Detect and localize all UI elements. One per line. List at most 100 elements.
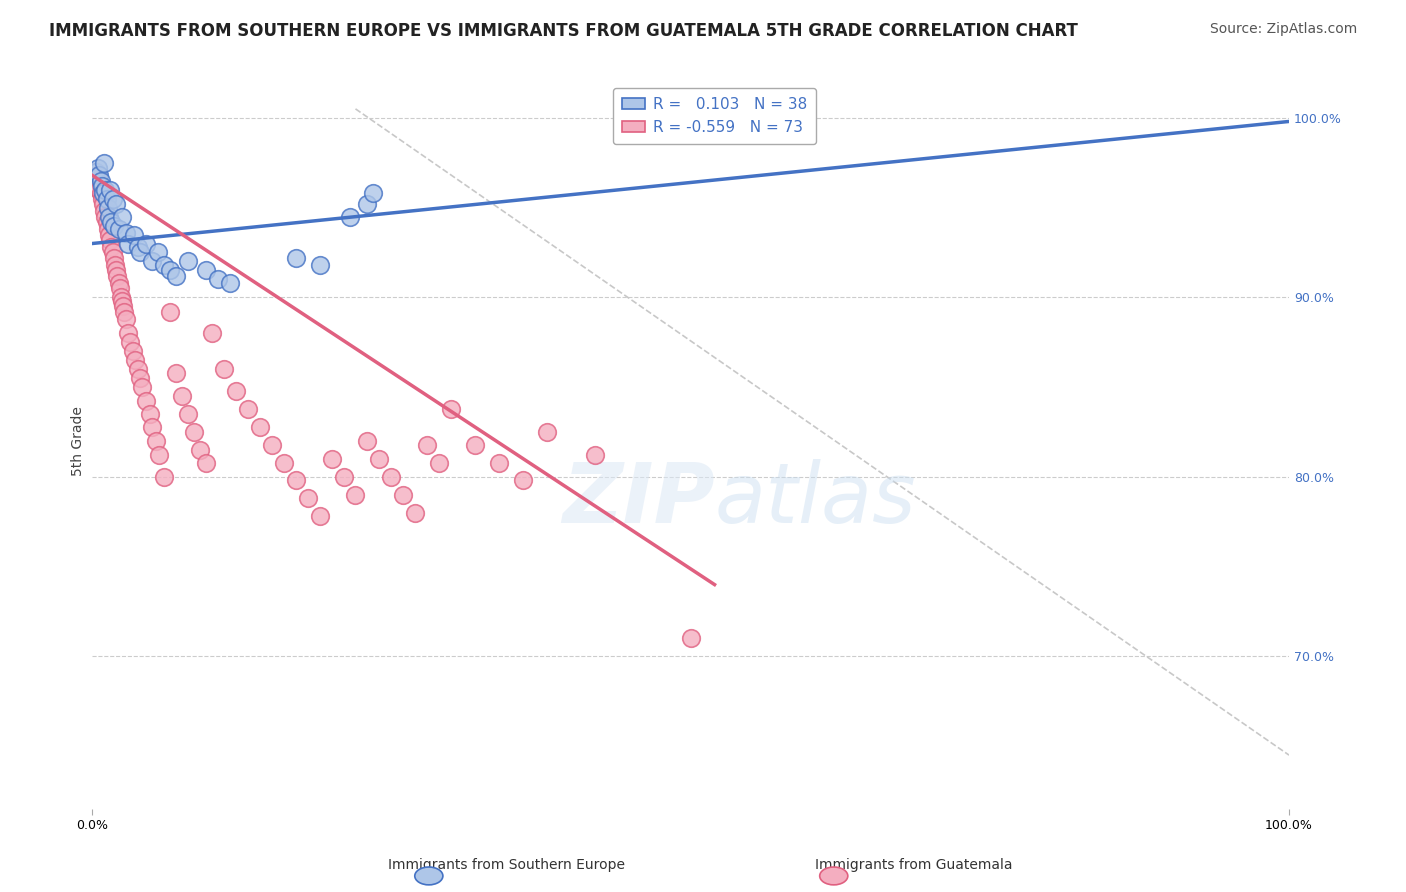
Point <box>183 425 205 439</box>
Point <box>249 419 271 434</box>
Point <box>93 155 115 169</box>
Point <box>159 304 181 318</box>
Point <box>308 258 330 272</box>
Point <box>339 210 361 224</box>
Point <box>104 258 127 272</box>
Text: Immigrants from Guatemala: Immigrants from Guatemala <box>815 858 1012 872</box>
Point <box>90 186 112 201</box>
Point <box>165 268 187 283</box>
Point <box>103 219 125 233</box>
Point <box>236 401 259 416</box>
Point <box>97 210 120 224</box>
Point <box>114 312 136 326</box>
Point <box>97 201 120 215</box>
Point <box>146 245 169 260</box>
Point <box>356 197 378 211</box>
Point <box>153 470 176 484</box>
Point <box>427 456 450 470</box>
Point <box>94 210 117 224</box>
Point <box>165 366 187 380</box>
Point <box>464 437 486 451</box>
Point <box>159 263 181 277</box>
Point <box>90 179 112 194</box>
Text: Source: ZipAtlas.com: Source: ZipAtlas.com <box>1209 22 1357 37</box>
Point <box>127 362 149 376</box>
Point <box>84 165 107 179</box>
Point <box>308 509 330 524</box>
Point <box>194 263 217 277</box>
Point <box>124 353 146 368</box>
Point <box>321 451 343 466</box>
Text: ZIP: ZIP <box>562 459 714 541</box>
Point <box>404 506 426 520</box>
Point <box>101 192 124 206</box>
Point <box>356 434 378 448</box>
Point <box>188 442 211 457</box>
Point <box>91 186 114 201</box>
Point <box>284 251 307 265</box>
Point <box>97 227 120 242</box>
Point <box>129 371 152 385</box>
Point <box>96 215 118 229</box>
Point <box>96 192 118 206</box>
Point <box>105 197 128 211</box>
Point <box>512 474 534 488</box>
Point <box>111 293 134 308</box>
Point <box>114 304 136 318</box>
Point <box>138 407 160 421</box>
Point <box>148 448 170 462</box>
Point <box>141 419 163 434</box>
Point <box>145 434 167 448</box>
Point <box>416 437 439 451</box>
Point <box>297 491 319 506</box>
Point <box>363 186 385 201</box>
Point <box>112 299 135 313</box>
Point <box>368 451 391 466</box>
Point <box>141 254 163 268</box>
Point <box>98 233 121 247</box>
Text: Immigrants from Southern Europe: Immigrants from Southern Europe <box>388 858 624 872</box>
Point <box>89 169 111 183</box>
Point <box>108 281 131 295</box>
Point <box>105 268 128 283</box>
Point <box>207 272 229 286</box>
Point <box>110 290 132 304</box>
Point <box>135 394 157 409</box>
Point <box>201 326 224 341</box>
Point <box>284 474 307 488</box>
Point <box>107 276 129 290</box>
Legend: R =   0.103   N = 38, R = -0.559   N = 73: R = 0.103 N = 38, R = -0.559 N = 73 <box>613 88 815 144</box>
Point <box>440 401 463 416</box>
Point <box>90 192 112 206</box>
Point <box>120 335 142 350</box>
Point <box>100 240 122 254</box>
Point <box>170 389 193 403</box>
Point <box>177 254 200 268</box>
Point <box>107 222 129 236</box>
Point <box>127 240 149 254</box>
Point <box>90 174 112 188</box>
Point <box>260 437 283 451</box>
Point <box>87 174 110 188</box>
Point <box>679 632 702 646</box>
Point <box>194 456 217 470</box>
Point <box>344 488 367 502</box>
Point <box>86 169 108 183</box>
Point <box>97 222 120 236</box>
Point <box>583 448 606 462</box>
Point <box>332 470 354 484</box>
Point <box>84 165 107 179</box>
Point <box>153 258 176 272</box>
Point <box>87 161 110 175</box>
Point <box>380 470 402 484</box>
Point <box>105 263 128 277</box>
Point <box>114 226 136 240</box>
Point <box>273 456 295 470</box>
Point <box>135 236 157 251</box>
Point <box>111 210 134 224</box>
Point <box>488 456 510 470</box>
Point <box>131 380 153 394</box>
Point <box>117 326 139 341</box>
Point <box>218 276 240 290</box>
Point <box>536 425 558 439</box>
